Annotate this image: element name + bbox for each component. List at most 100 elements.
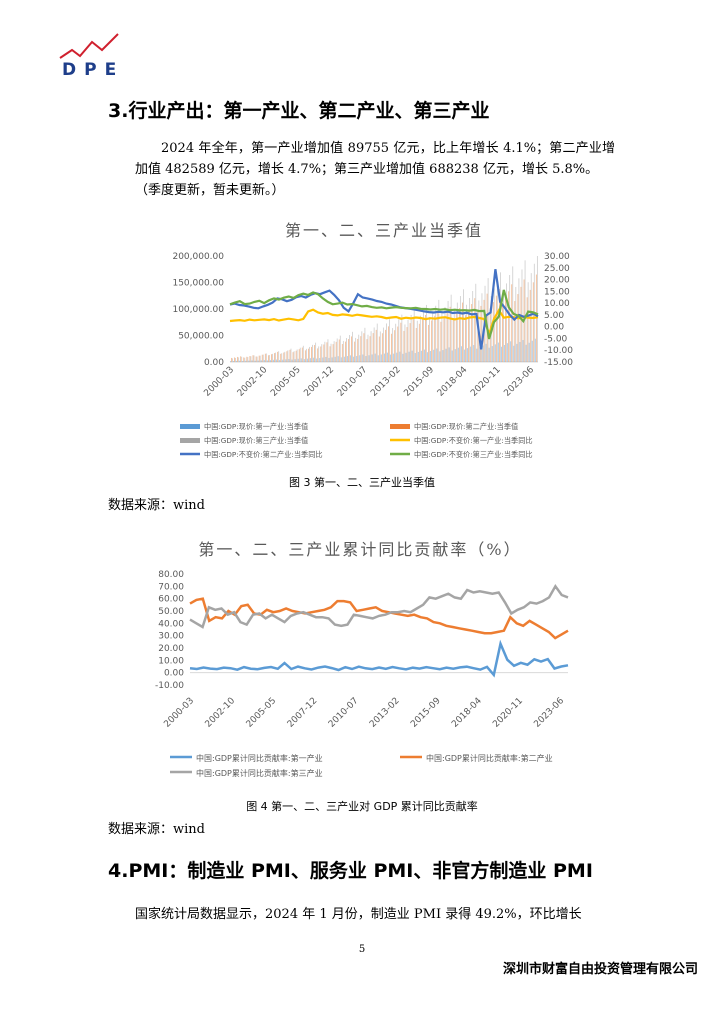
right-axis-tick-label: -15.00 [544,358,573,368]
bar-2 [360,336,362,362]
bar-2 [304,350,306,362]
bar-1 [513,345,515,362]
bar-3 [423,310,424,362]
bar-1 [337,356,339,362]
bar-3 [315,342,317,362]
y-tick-label: 0.00 [164,669,184,679]
bar-3 [453,308,455,362]
logo-swoosh [59,33,119,59]
bar-3 [395,323,397,362]
x-tick-label: 2015-09 [402,365,436,399]
series-line-1 [189,639,569,678]
bar-1 [461,346,462,362]
x-tick-label: 2013-02 [368,696,402,730]
bar-1 [528,342,530,362]
x-tick-label: 2018-04 [436,365,470,399]
bar-1 [365,356,367,362]
logo-text: DPE [62,60,125,80]
bar-2 [366,339,368,362]
bar-3 [472,290,474,362]
company-logo [59,33,119,59]
bar-3 [244,357,246,362]
y-tick-label: 60.00 [158,595,184,605]
bar-3 [333,341,335,362]
bar-2 [354,341,356,362]
bar-2 [468,309,470,362]
bar-2 [385,329,386,362]
x-tick-label: 2007-12 [302,365,336,399]
bar-2 [274,353,275,362]
bar-3 [247,357,249,362]
right-axis-tick-label: 30.00 [544,252,570,262]
bar-2 [255,356,257,362]
bar-1 [534,338,536,362]
bar-3 [259,355,261,362]
bar-3 [296,349,298,362]
bar-1 [501,346,502,362]
bar-2 [335,341,337,362]
bar-1 [257,360,259,362]
bar-1 [260,360,262,362]
bar-1 [519,341,521,362]
bar-2 [286,351,288,362]
bar-1 [254,360,256,362]
bar-2 [237,356,239,362]
bar-2 [403,330,405,362]
bar-3 [364,327,366,362]
bar-1 [294,359,296,362]
bar-1 [464,349,465,362]
bar-1 [313,357,314,362]
chart-1-plot: 0.00 50,000.00 100,000.00 150,000.00 200,000… [172,252,573,459]
bar-3 [432,311,434,362]
bar-2 [391,333,393,362]
x-tick-label: 2002-10 [236,365,270,399]
bar-2 [320,346,322,362]
bar-1 [387,352,388,362]
bar-1 [322,357,324,362]
bar-1 [451,350,453,362]
bar-3 [444,307,446,362]
bar-3 [256,356,258,362]
bar-2 [437,310,439,362]
bar-2 [409,323,411,362]
legend-label: 中国:GDP累计同比贡献率:第一产业 [196,753,323,763]
bar-1 [417,351,419,362]
right-axis-tick-label: 0.00 [544,323,564,333]
bar-1 [300,358,302,362]
bar-2 [415,327,417,362]
bar-2 [474,298,476,362]
x-tick-label: 2005-05 [269,365,303,399]
bar-1 [236,360,237,362]
bar-3 [413,309,415,362]
bar-1 [356,356,358,362]
series-line-3 [189,583,569,629]
bar-1 [316,358,318,362]
bar-3 [250,356,252,362]
bar-2 [388,326,389,362]
bar-3 [352,331,353,362]
legend-swatch [390,424,410,429]
x-tick-label: 2013-02 [369,365,403,399]
bar-2 [477,311,479,362]
bar-2 [326,342,328,362]
bar-3 [302,345,304,362]
bar-3 [358,334,360,362]
section-4-paragraph: 国家统计局数据显示，2024 年 1 月份，制造业 PMI 录得 49.2%，环… [135,907,582,922]
bar-3 [500,272,501,362]
section-3-paragraph: 2024 年全年，第一产业增加值 89755 亿元，比上年增长 4.1%；第二产… [135,141,615,177]
bar-1 [433,349,435,362]
bar-1 [248,360,250,362]
bar-3 [305,348,307,362]
legend-label: 中国:GDP累计同比贡献率:第三产业 [196,768,323,778]
y-tick-label: 20.00 [158,644,184,654]
bar-1 [343,356,345,362]
legend-swatch [180,424,200,429]
bar-3 [238,357,240,362]
bar-2 [480,305,482,362]
left-axis-tick-label: 0.00 [204,358,224,368]
bar-2 [378,336,380,362]
bar-2 [446,311,448,362]
bar-1 [399,351,401,362]
bar-2 [261,354,263,362]
bar-3 [398,319,400,362]
